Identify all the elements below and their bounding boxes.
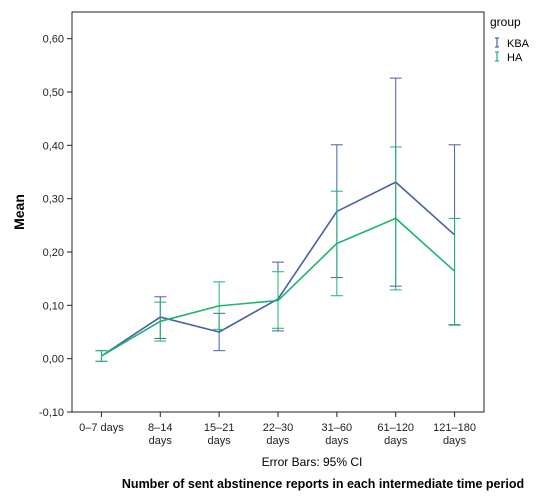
- y-tick-label: 0,40: [43, 140, 64, 152]
- x-tick-label: 61–120: [377, 422, 414, 434]
- x-tick-label: days: [443, 435, 467, 447]
- y-tick-label: -0,10: [39, 407, 64, 419]
- legend-label: KBA: [507, 38, 530, 50]
- x-tick-label: 22–30: [263, 422, 294, 434]
- plot-area: [71, 11, 485, 413]
- x-tick-label: 8–14: [148, 422, 172, 434]
- series-layer: [95, 77, 461, 362]
- x-axis-title: Number of sent abstinence reports in eac…: [122, 477, 524, 491]
- y-axis-title: Mean: [11, 194, 27, 230]
- legend-label: HA: [507, 52, 523, 64]
- x-tick-label: 0–7 days: [79, 422, 124, 434]
- x-tick-label: days: [149, 435, 173, 447]
- legend: group KBA HA: [490, 15, 530, 64]
- error-bar-note: Error Bars: 95% CI: [262, 455, 363, 469]
- series-ha: [95, 146, 461, 362]
- x-tick-label: days: [384, 435, 408, 447]
- y-axis: -0,10 0,00 0,10 0,20 0,30 0,40 0,50 0,60: [39, 34, 72, 419]
- x-axis: 0–7 days 8–14days15–21days22–30days31–60d…: [79, 412, 476, 447]
- x-tick-label: days: [208, 435, 232, 447]
- x-tick-label: 15–21: [204, 422, 235, 434]
- x-tick-label: days: [325, 435, 349, 447]
- y-tick-label: 0,20: [43, 247, 64, 259]
- y-tick-label: 0,10: [43, 300, 64, 312]
- x-tick-label: days: [266, 435, 290, 447]
- y-tick-label: 0,00: [43, 354, 64, 366]
- x-tick-label: 31–60: [322, 422, 353, 434]
- y-tick-label: 0,50: [43, 87, 64, 99]
- x-tick-label: 121–180: [433, 422, 476, 434]
- y-tick-label: 0,30: [43, 194, 64, 206]
- legend-title: group: [490, 15, 521, 29]
- y-tick-label: 0,60: [43, 34, 64, 46]
